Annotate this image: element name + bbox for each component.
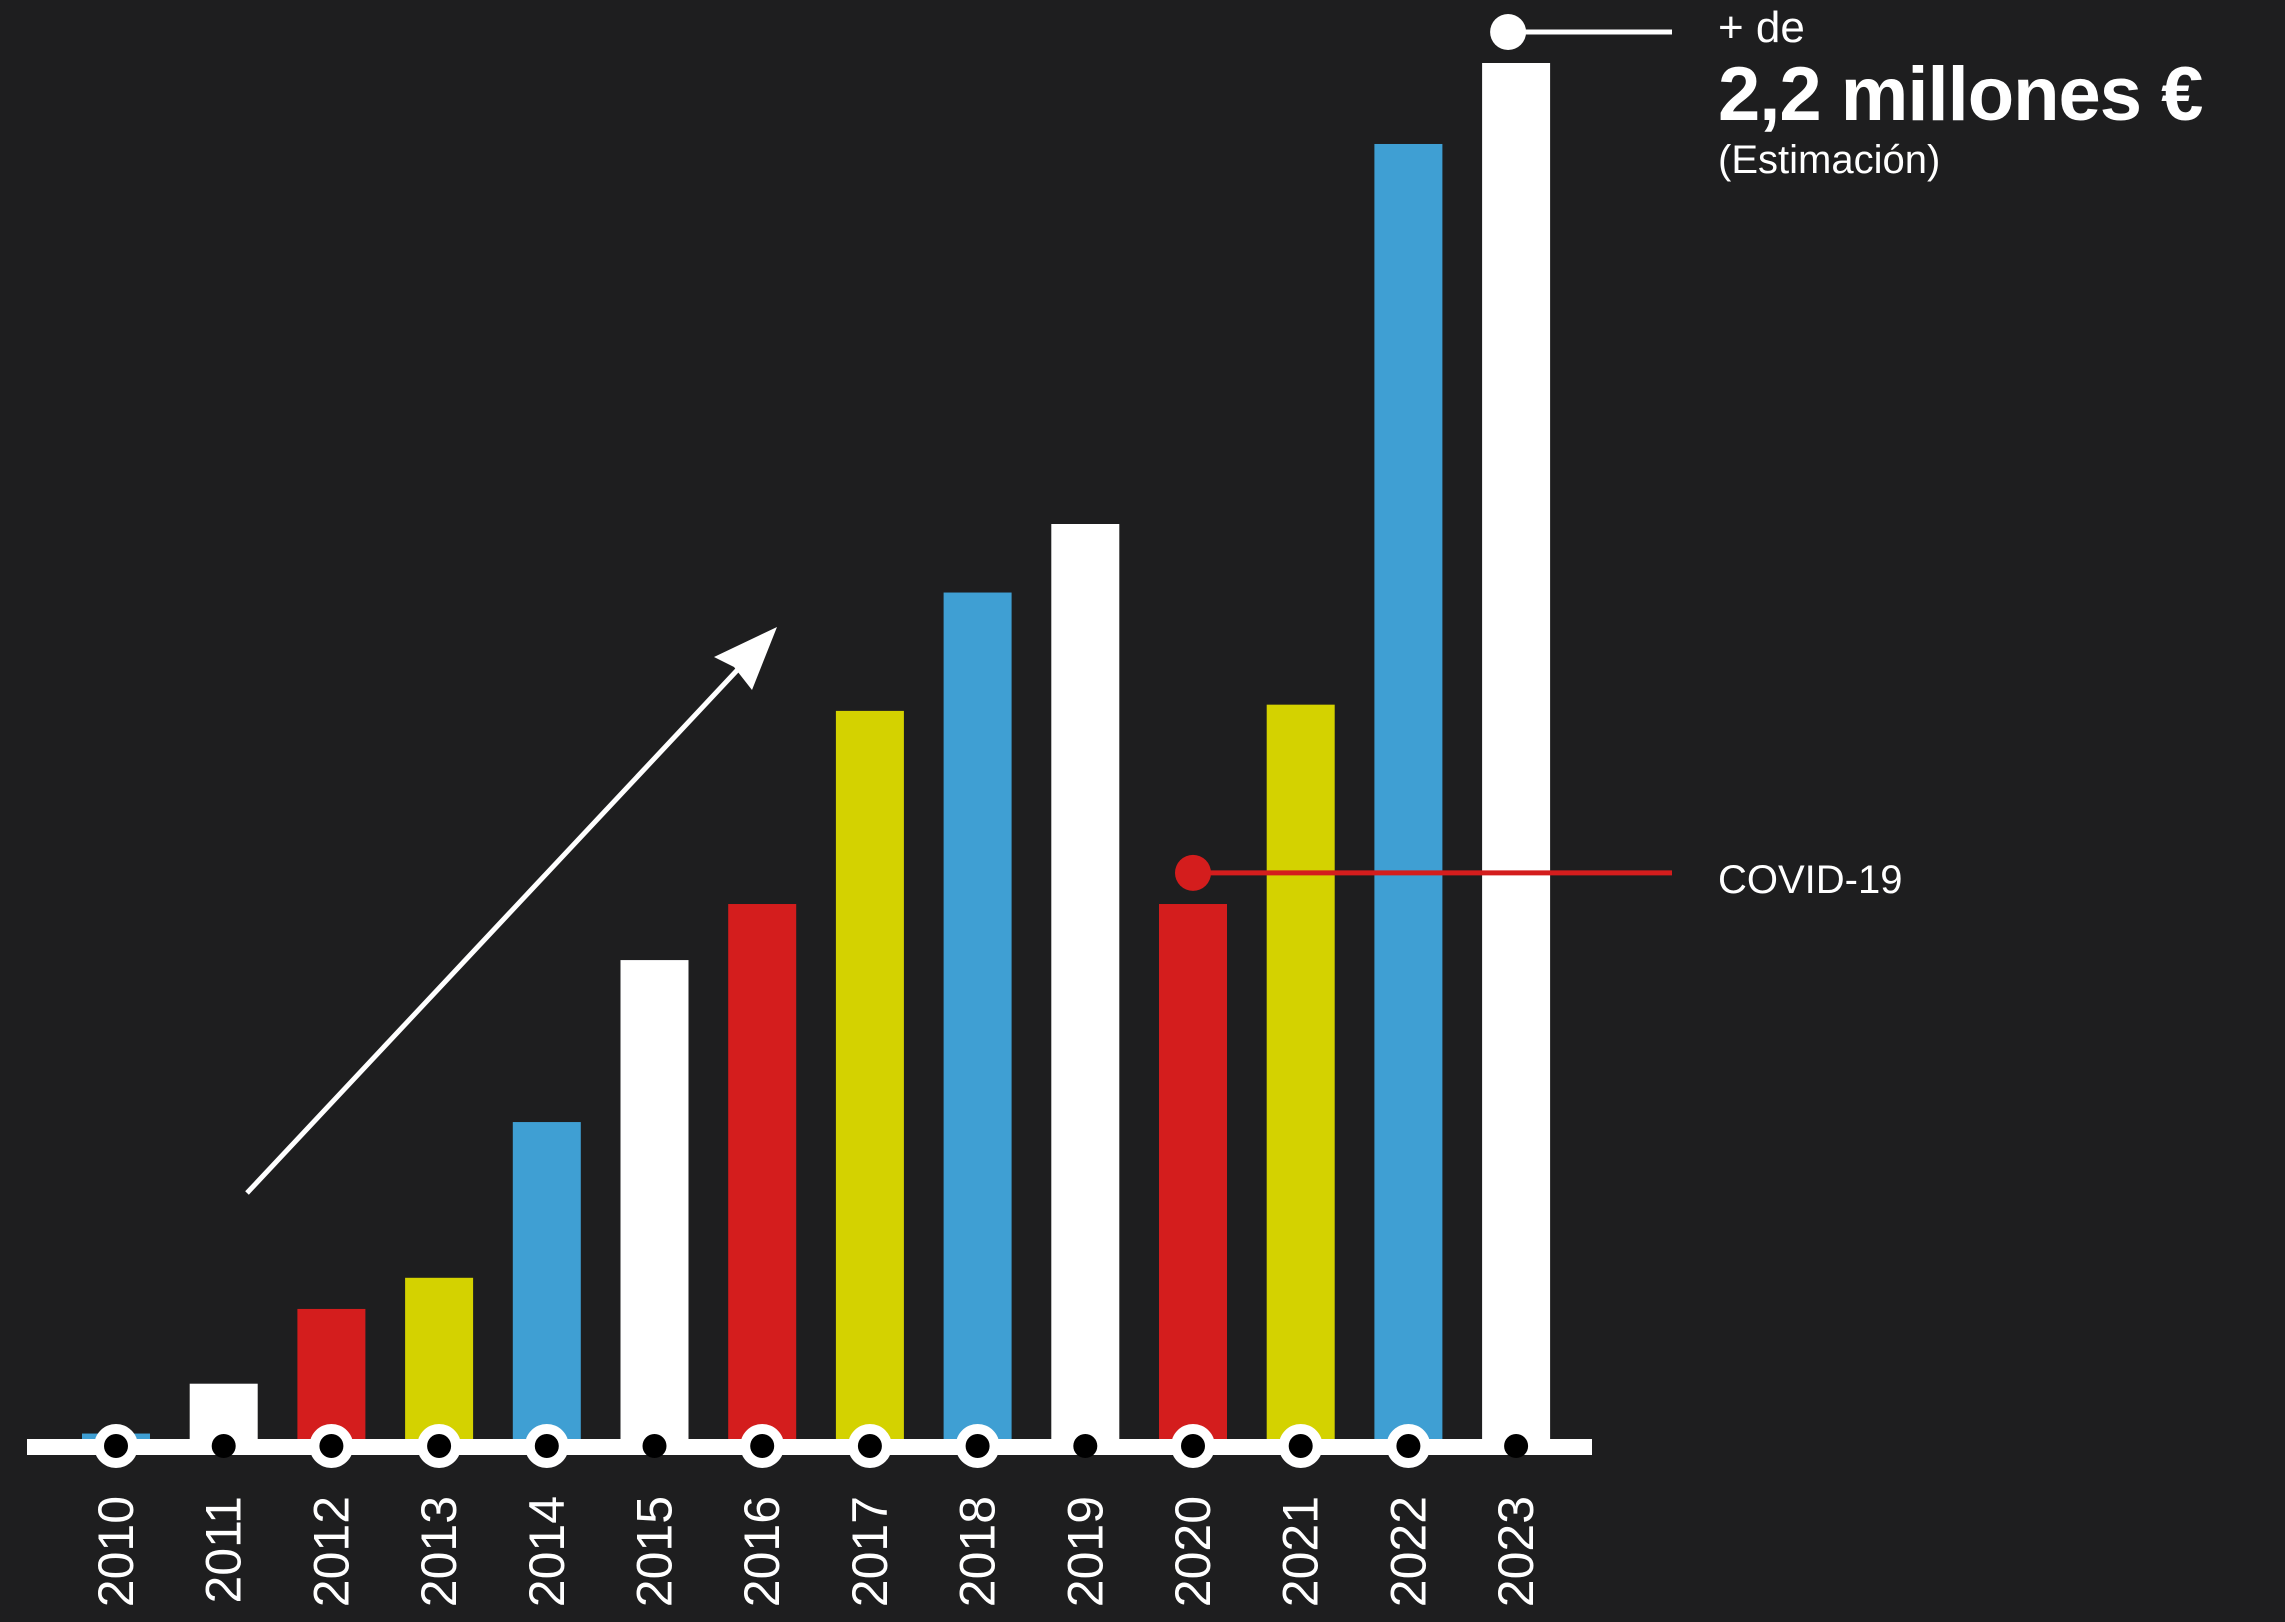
x-tick-label-2023: 2023 xyxy=(1488,1496,1544,1607)
x-tick-label-2015: 2015 xyxy=(627,1496,683,1607)
x-axis-line xyxy=(27,1439,1592,1455)
axis-dot-2010 xyxy=(104,1434,128,1458)
x-tick-label-2016: 2016 xyxy=(734,1496,790,1607)
axis-dot-2015 xyxy=(642,1434,667,1458)
axis-dot-2018 xyxy=(965,1434,990,1458)
axis-dot-2017 xyxy=(857,1434,882,1458)
bar-2021 xyxy=(1266,704,1335,1446)
x-tick-label-2010: 2010 xyxy=(88,1496,144,1607)
x-tick-label-2012: 2012 xyxy=(303,1496,359,1607)
x-tick-label-2011: 2011 xyxy=(196,1496,252,1604)
x-tick-label-2014: 2014 xyxy=(519,1496,575,1607)
bar-2012 xyxy=(297,1308,366,1446)
x-tick-labels: 2010 2011 2012 2013 2014 2015 2016 2017 2018 2019… xyxy=(88,1496,1544,1607)
bar-2013 xyxy=(405,1277,474,1446)
top-annotation-prefix: + de xyxy=(1718,3,1805,52)
x-tick-label-2021: 2021 xyxy=(1273,1496,1329,1607)
trend-arrow xyxy=(245,627,777,1195)
bars-layer xyxy=(82,63,1551,1447)
bar-2019 xyxy=(1051,524,1120,1446)
x-tick-label-2020: 2020 xyxy=(1165,1496,1221,1607)
trend-arrow-shaft xyxy=(245,646,760,1195)
bar-2023 xyxy=(1482,63,1551,1446)
axis-dot-2021 xyxy=(1288,1434,1313,1458)
axis-dot-2019 xyxy=(1073,1434,1098,1458)
axis-dot-2014 xyxy=(534,1434,559,1458)
x-axis xyxy=(27,1439,1592,1455)
bar-2020 xyxy=(1159,904,1227,1446)
axis-dot-2011 xyxy=(211,1434,236,1458)
axis-dot-2013 xyxy=(427,1434,452,1458)
bar-2016 xyxy=(728,904,797,1446)
bar-2014 xyxy=(512,1122,581,1446)
x-tick-label-2017: 2017 xyxy=(842,1496,898,1607)
covid-annotation-dot xyxy=(1175,854,1211,891)
bar-2018 xyxy=(943,592,1012,1446)
annotation-markers xyxy=(1175,14,1672,891)
covid-annotation-label: COVID-19 xyxy=(1718,858,1903,902)
top-annotation-value: 2,2 millones € xyxy=(1718,52,2203,137)
x-tick-label-2022: 2022 xyxy=(1380,1496,1436,1607)
x-tick-label-2018: 2018 xyxy=(950,1496,1006,1607)
axis-dot-2012 xyxy=(319,1434,344,1458)
axis-dot-2020 xyxy=(1181,1434,1205,1458)
axis-dots-layer xyxy=(94,1424,1529,1468)
top-annotation-note: (Estimación) xyxy=(1718,138,1941,182)
trend-arrow-head xyxy=(714,627,777,690)
x-tick-label-2013: 2013 xyxy=(411,1496,467,1607)
top-annotation-dot xyxy=(1490,14,1527,50)
bar-2015 xyxy=(620,960,689,1446)
axis-dot-2023 xyxy=(1504,1434,1529,1458)
axis-dot-2022 xyxy=(1396,1434,1421,1458)
bar-2017 xyxy=(835,710,904,1446)
x-tick-label-2019: 2019 xyxy=(1057,1496,1113,1607)
axis-dot-2016 xyxy=(750,1434,775,1458)
bar-2022 xyxy=(1374,143,1443,1447)
